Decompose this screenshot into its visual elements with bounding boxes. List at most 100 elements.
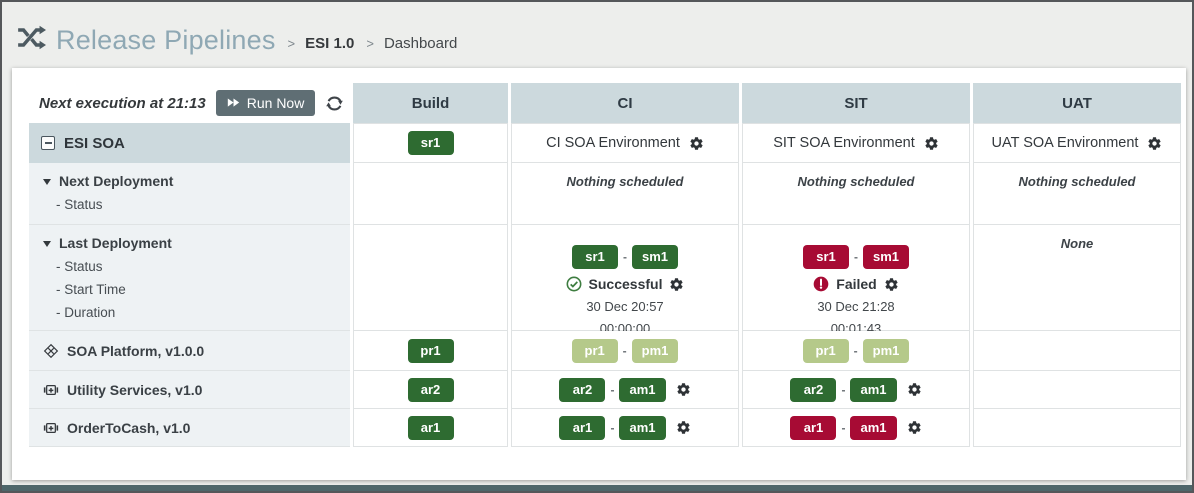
cell-uat-environment: UAT SOA Environment xyxy=(973,123,1181,163)
pipeline-table: Next execution at 21:13 Run Now xyxy=(29,83,1186,447)
caret-down-icon xyxy=(43,240,51,247)
cell-sit-environment: SIT SOA Environment xyxy=(742,123,970,163)
cell-uat-ordertocash xyxy=(973,409,1181,447)
version-badge[interactable]: ar1 xyxy=(790,415,837,440)
version-badge[interactable]: am1 xyxy=(850,377,897,402)
row-ordertocash: OrderToCash, v1.0 xyxy=(29,409,350,447)
breadcrumb-separator: > xyxy=(366,35,374,51)
collapse-icon[interactable] xyxy=(41,136,55,150)
cell-sit-next-deployment: Nothing scheduled xyxy=(742,163,970,225)
sub-item-status: - Status xyxy=(56,197,103,212)
gear-icon[interactable] xyxy=(669,277,684,292)
column-header-uat: UAT xyxy=(973,83,1181,123)
gear-icon[interactable] xyxy=(1147,136,1162,151)
sub-item-duration: - Duration xyxy=(56,305,116,320)
cell-build-next-deployment xyxy=(353,163,508,225)
version-badge[interactable]: sm1 xyxy=(862,245,910,269)
deployment-status: Failed xyxy=(836,276,877,292)
badge-separator: - xyxy=(853,343,858,358)
environment-name: UAT SOA Environment xyxy=(991,135,1139,151)
column-header-ci: CI xyxy=(511,83,739,123)
toolbar: Next execution at 21:13 Run Now xyxy=(29,83,350,123)
cell-uat-last-deployment: None xyxy=(973,225,1181,331)
breadcrumb-separator: > xyxy=(287,35,296,51)
section-label: Next Deployment xyxy=(59,173,174,189)
badge-separator: - xyxy=(841,382,846,397)
cell-ci-ordertocash: ar1 - am1 xyxy=(511,409,739,447)
cell-sit-soa-platform: pr1 - pm1 xyxy=(742,331,970,371)
cell-ci-next-deployment: Nothing scheduled xyxy=(511,163,739,225)
top-header: Release Pipelines > ESI 1.0 > Dashboard xyxy=(2,2,1192,64)
exclamation-circle-icon xyxy=(813,276,829,292)
caret-down-icon xyxy=(43,178,51,185)
version-badge[interactable]: sr1 xyxy=(802,245,849,269)
dashboard-card: Next execution at 21:13 Run Now xyxy=(12,68,1186,480)
version-badge[interactable]: ar1 xyxy=(407,415,454,440)
bottom-bar xyxy=(2,485,1192,491)
version-badge[interactable]: pr1 xyxy=(407,338,454,363)
gear-icon[interactable] xyxy=(884,277,899,292)
pipeline-name: ESI SOA xyxy=(64,134,125,152)
column-header-sit: SIT xyxy=(742,83,970,123)
breadcrumb-dashboard: Dashboard xyxy=(383,34,458,52)
version-badge[interactable]: ar1 xyxy=(559,415,606,440)
check-circle-icon xyxy=(566,276,581,292)
page-title: Release Pipelines xyxy=(56,24,276,55)
cell-ci-last-deployment: sr1 - sm1 Successful 30 Dec 20:57 00:00:… xyxy=(511,225,739,336)
next-deployment-toggle[interactable]: Next Deployment xyxy=(43,173,350,189)
sub-item-start-time: - Start Time xyxy=(56,282,126,297)
deployment-status: Successful xyxy=(588,276,663,292)
shuffle-icon xyxy=(16,24,46,56)
nothing-scheduled-note: Nothing scheduled xyxy=(566,174,684,189)
version-badge[interactable]: pr1 xyxy=(802,338,849,363)
version-badge[interactable]: sr1 xyxy=(407,131,454,155)
version-badge[interactable]: pr1 xyxy=(571,338,618,363)
version-badge[interactable]: sm1 xyxy=(631,245,679,269)
cell-sit-last-deployment: sr1 - sm1 Failed 30 Dec 21:28 xyxy=(742,225,970,336)
column-header-build: Build xyxy=(353,83,508,123)
version-badge[interactable]: am1 xyxy=(619,415,666,440)
badge-separator: - xyxy=(841,420,846,435)
fast-forward-icon xyxy=(227,95,240,111)
refresh-icon xyxy=(326,96,344,110)
gear-icon[interactable] xyxy=(924,136,939,151)
badge-separator: - xyxy=(622,343,627,358)
badge-separator: - xyxy=(610,420,615,435)
gear-icon[interactable] xyxy=(907,420,922,435)
component-name: SOA Platform, v1.0.0 xyxy=(67,342,205,359)
diamond-icon xyxy=(43,343,59,358)
refresh-button[interactable] xyxy=(325,94,344,113)
last-deployment-toggle[interactable]: Last Deployment xyxy=(43,235,350,251)
row-utility-services: Utility Services, v1.0 xyxy=(29,371,350,409)
row-soa-platform: SOA Platform, v1.0.0 xyxy=(29,331,350,371)
version-badge[interactable]: am1 xyxy=(850,415,897,440)
next-execution-label: Next execution at 21:13 xyxy=(39,94,206,112)
cell-ci-soa-platform: pr1 - pm1 xyxy=(511,331,739,371)
cell-uat-utility-services xyxy=(973,371,1181,409)
cell-build-pipeline: sr1 xyxy=(353,123,508,163)
version-badge[interactable]: sr1 xyxy=(571,245,618,269)
badge-separator: - xyxy=(622,250,627,264)
version-badge[interactable]: ar2 xyxy=(407,377,454,402)
none-note: None xyxy=(1060,236,1094,251)
gear-icon[interactable] xyxy=(676,382,691,397)
badge-separator: - xyxy=(853,250,858,264)
version-badge[interactable]: pm1 xyxy=(862,338,910,363)
component-name: OrderToCash, v1.0 xyxy=(67,419,191,436)
gear-icon[interactable] xyxy=(676,420,691,435)
gear-icon[interactable] xyxy=(907,382,922,397)
cell-uat-soa-platform xyxy=(973,331,1181,371)
cell-uat-next-deployment: Nothing scheduled xyxy=(973,163,1181,225)
version-badge[interactable]: pm1 xyxy=(631,338,679,363)
version-badge[interactable]: am1 xyxy=(619,377,666,402)
cell-build-soa-platform: pr1 xyxy=(353,331,508,371)
breadcrumb-release[interactable]: ESI 1.0 xyxy=(305,34,355,52)
version-badge[interactable]: ar2 xyxy=(790,377,837,402)
medkit-icon xyxy=(43,384,59,395)
run-now-button[interactable]: Run Now xyxy=(215,90,316,116)
environment-name: SIT SOA Environment xyxy=(773,135,915,151)
version-badge[interactable]: ar2 xyxy=(559,377,606,402)
gear-icon[interactable] xyxy=(689,136,704,151)
medkit-icon xyxy=(43,422,59,433)
